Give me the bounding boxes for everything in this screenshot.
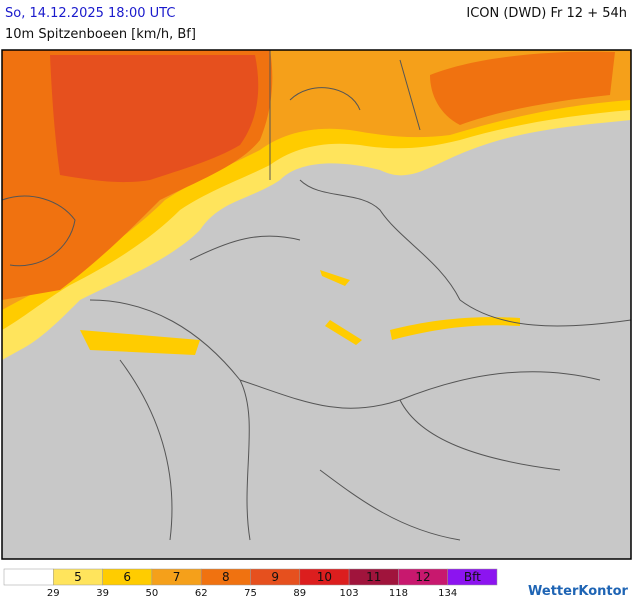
- legend-label: 12: [415, 570, 430, 584]
- legend-swatch: [447, 568, 498, 586]
- legend-threshold: 103: [340, 588, 359, 599]
- model-run: ICON (DWD) Fr 12 + 54h: [466, 6, 627, 21]
- legend-label: 9: [271, 570, 279, 584]
- legend-label: 11: [366, 570, 381, 584]
- legend-threshold: 29: [47, 588, 60, 599]
- legend-label: 6: [123, 570, 131, 584]
- legend-threshold: 50: [146, 588, 159, 599]
- legend-label: 10: [317, 570, 332, 584]
- legend-threshold: 62: [195, 588, 208, 599]
- legend-threshold: 134: [438, 588, 457, 599]
- legend-label: 8: [222, 570, 230, 584]
- legend-label: Bft: [464, 570, 481, 584]
- legend-label: 5: [74, 570, 82, 584]
- legend-swatch: [3, 568, 54, 586]
- legend-threshold: 118: [389, 588, 408, 599]
- map: [1, 49, 632, 560]
- brand: WetterKontor: [528, 584, 629, 599]
- legend-label: 7: [173, 570, 181, 584]
- legend-threshold: 89: [293, 588, 306, 599]
- legend-threshold: 75: [244, 588, 257, 599]
- datetime: So, 14.12.2025 18:00 UTC: [5, 6, 176, 21]
- legend-threshold: 39: [96, 588, 109, 599]
- parameter: 10m Spitzenboeen [km/h, Bf]: [5, 27, 196, 42]
